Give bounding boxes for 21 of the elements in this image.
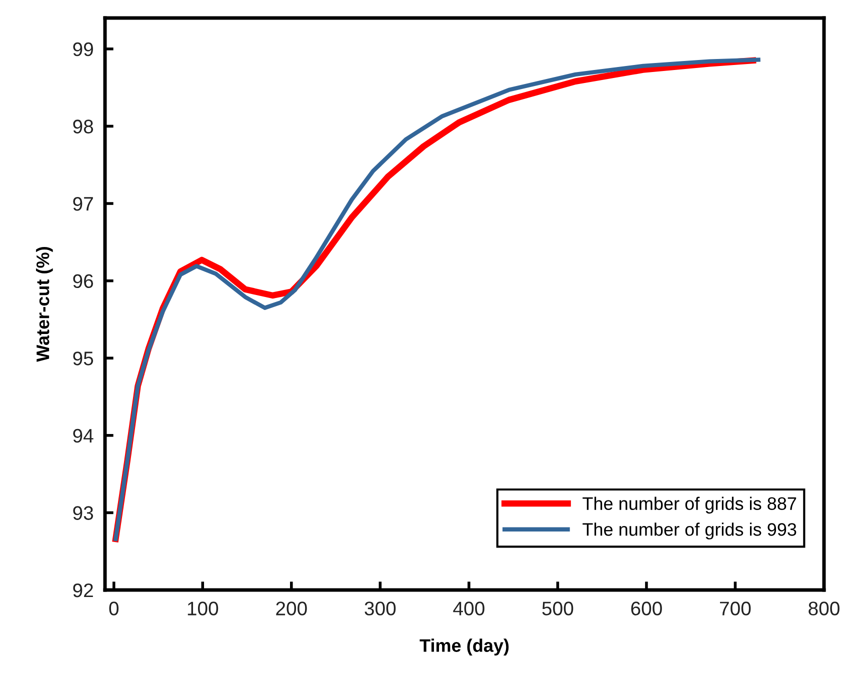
y-tick-label: 96 [73, 274, 94, 288]
y-tick-label: 95 [73, 352, 94, 366]
y-tick-label: 92 [73, 583, 93, 598]
x-tick-label: 800 [808, 602, 840, 616]
x-tick-label: 0 [109, 602, 119, 616]
x-tick-label: 700 [720, 602, 751, 616]
x-tick-label: 200 [276, 602, 307, 616]
y-tick-label: 99 [73, 42, 93, 56]
y-tick-label: 98 [73, 120, 94, 134]
x-tick-label: 300 [364, 602, 396, 616]
legend-label: The number of grids is 993 [582, 522, 796, 540]
x-tick-label: 400 [453, 602, 484, 616]
y-tick-label: 97 [73, 196, 93, 211]
x-axis-title: Time (day) [420, 638, 509, 656]
legend-label: The number of grids is 887 [582, 496, 796, 514]
x-tick-label: 600 [631, 602, 662, 616]
y-axis-title: Water-cut (%) [36, 247, 53, 362]
x-tick-label: 100 [188, 602, 218, 616]
x-tick-label: 500 [542, 602, 574, 616]
y-tick-label: 93 [73, 506, 94, 520]
y-tick-label: 94 [73, 428, 94, 443]
